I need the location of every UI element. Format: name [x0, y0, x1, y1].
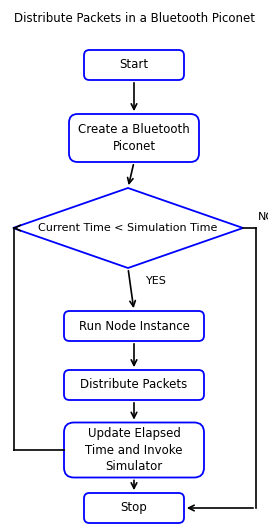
FancyBboxPatch shape: [84, 493, 184, 523]
FancyBboxPatch shape: [64, 311, 204, 341]
Text: Create a Bluetooth
Piconet: Create a Bluetooth Piconet: [78, 123, 190, 153]
FancyBboxPatch shape: [84, 50, 184, 80]
FancyBboxPatch shape: [64, 370, 204, 400]
Polygon shape: [13, 188, 243, 268]
Text: Run Node Instance: Run Node Instance: [79, 320, 189, 332]
Text: Distribute Packets in a Bluetooth Piconet: Distribute Packets in a Bluetooth Picone…: [13, 12, 255, 25]
Text: Distribute Packets: Distribute Packets: [80, 379, 188, 391]
Text: Start: Start: [120, 58, 148, 72]
Text: Stop: Stop: [121, 501, 147, 515]
FancyBboxPatch shape: [69, 114, 199, 162]
Text: Update Elapsed
Time and Invoke
Simulator: Update Elapsed Time and Invoke Simulator: [85, 426, 183, 474]
FancyBboxPatch shape: [64, 423, 204, 477]
Text: Current Time < Simulation Time: Current Time < Simulation Time: [38, 223, 218, 233]
Text: NO: NO: [258, 212, 268, 222]
Text: YES: YES: [146, 276, 167, 286]
